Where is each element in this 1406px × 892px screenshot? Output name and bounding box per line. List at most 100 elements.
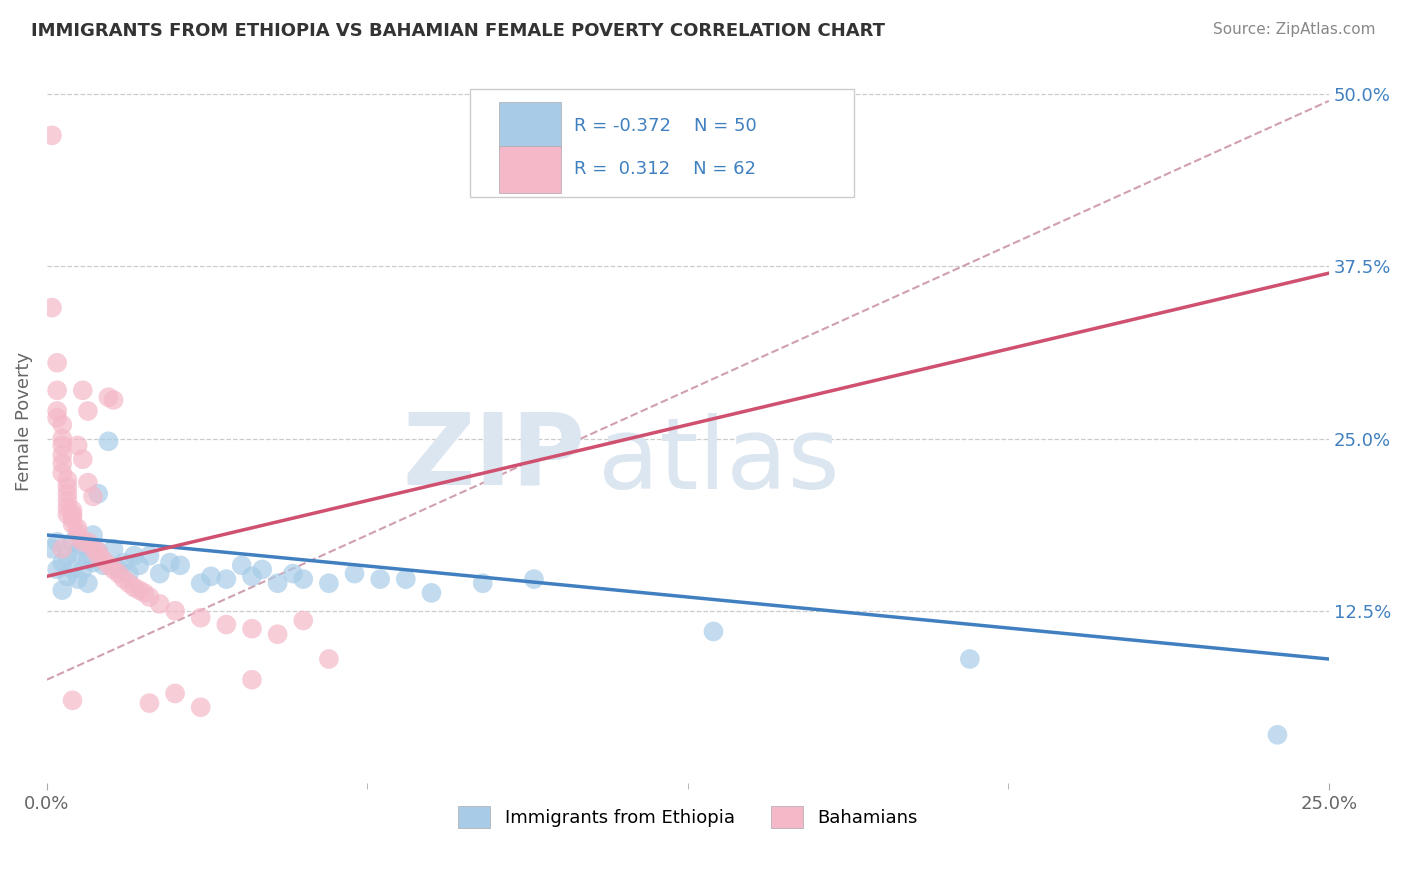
Point <box>62 693 84 707</box>
Point <box>56 500 79 515</box>
Point <box>190 576 212 591</box>
Point <box>118 576 141 591</box>
Point <box>252 562 274 576</box>
Point <box>51 432 73 446</box>
Point <box>138 549 160 563</box>
Point <box>128 558 150 573</box>
Point <box>240 673 263 687</box>
Point <box>51 456 73 470</box>
Point <box>66 531 89 545</box>
Point <box>82 490 104 504</box>
Point <box>1267 728 1289 742</box>
Point <box>959 652 981 666</box>
FancyBboxPatch shape <box>470 88 855 197</box>
Point <box>41 541 63 556</box>
Point <box>87 544 110 558</box>
Point <box>77 553 100 567</box>
Point <box>91 558 114 573</box>
Point <box>149 597 172 611</box>
Point <box>56 493 79 508</box>
Text: atlas: atlas <box>598 413 839 509</box>
Point <box>62 535 84 549</box>
Point <box>318 576 340 591</box>
Point <box>51 466 73 480</box>
Legend: Immigrants from Ethiopia, Bahamians: Immigrants from Ethiopia, Bahamians <box>450 799 925 836</box>
Point <box>97 434 120 449</box>
Point <box>62 508 84 522</box>
Point <box>107 562 129 576</box>
Point <box>56 569 79 583</box>
Point <box>82 556 104 570</box>
Text: Source: ZipAtlas.com: Source: ZipAtlas.com <box>1212 22 1375 37</box>
Point <box>56 486 79 500</box>
Point <box>77 475 100 490</box>
Point <box>51 417 73 432</box>
Point <box>51 438 73 452</box>
FancyBboxPatch shape <box>499 103 561 149</box>
Point <box>138 696 160 710</box>
Point <box>471 576 494 591</box>
Point <box>66 525 89 540</box>
Y-axis label: Female Poverty: Female Poverty <box>15 351 32 491</box>
Point <box>56 508 79 522</box>
Point <box>103 562 125 576</box>
Point <box>56 480 79 494</box>
Point <box>343 566 366 581</box>
Point <box>87 549 110 563</box>
Point <box>46 535 69 549</box>
Point <box>240 569 263 583</box>
Point <box>240 622 263 636</box>
Point <box>82 541 104 556</box>
Point <box>62 516 84 531</box>
Point <box>46 384 69 398</box>
Point <box>72 539 94 553</box>
Text: R =  0.312    N = 62: R = 0.312 N = 62 <box>574 161 756 178</box>
Point <box>66 572 89 586</box>
Point <box>103 541 125 556</box>
Point <box>51 556 73 570</box>
Point <box>87 486 110 500</box>
Point <box>41 128 63 143</box>
Text: ZIP: ZIP <box>402 409 585 506</box>
Point <box>215 617 238 632</box>
Point <box>190 610 212 624</box>
Point <box>41 301 63 315</box>
Point <box>62 511 84 525</box>
Point <box>62 503 84 517</box>
Point <box>165 686 187 700</box>
Point <box>122 580 145 594</box>
Point <box>368 572 391 586</box>
Point <box>266 576 288 591</box>
Point <box>72 535 94 549</box>
Point <box>292 572 315 586</box>
Point <box>51 583 73 598</box>
Point <box>128 583 150 598</box>
Point <box>165 604 187 618</box>
Point <box>51 541 73 556</box>
Point <box>72 452 94 467</box>
Point <box>134 586 156 600</box>
Point <box>107 566 129 581</box>
Point <box>395 572 418 586</box>
Point <box>122 549 145 563</box>
Point <box>112 572 135 586</box>
Point <box>46 562 69 576</box>
Point <box>46 404 69 418</box>
Point <box>190 700 212 714</box>
Point <box>200 569 222 583</box>
Text: R = -0.372    N = 50: R = -0.372 N = 50 <box>574 117 756 135</box>
Point <box>91 553 114 567</box>
Point <box>292 614 315 628</box>
Point <box>66 521 89 535</box>
Point <box>77 576 100 591</box>
Point <box>118 566 141 581</box>
Point <box>97 390 120 404</box>
Text: IMMIGRANTS FROM ETHIOPIA VS BAHAMIAN FEMALE POVERTY CORRELATION CHART: IMMIGRANTS FROM ETHIOPIA VS BAHAMIAN FEM… <box>31 22 884 40</box>
Point <box>159 556 181 570</box>
Point <box>77 535 100 549</box>
Point <box>112 556 135 570</box>
Point <box>318 652 340 666</box>
Point <box>66 438 89 452</box>
Point <box>46 410 69 425</box>
FancyBboxPatch shape <box>499 145 561 193</box>
